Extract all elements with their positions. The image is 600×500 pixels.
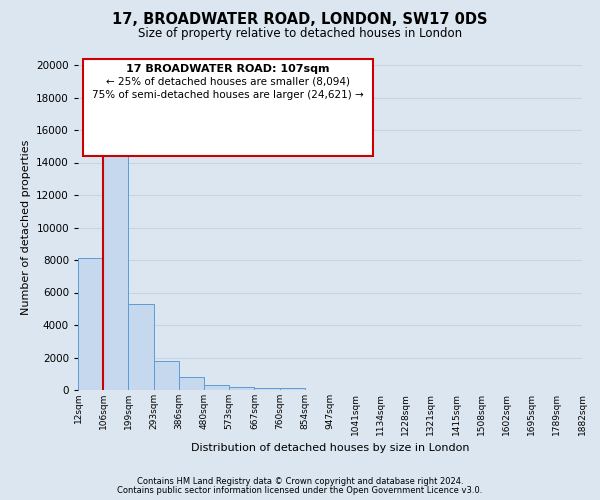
X-axis label: Distribution of detached houses by size in London: Distribution of detached houses by size … <box>191 443 469 453</box>
Bar <box>78 258 103 390</box>
Bar <box>154 361 179 390</box>
Text: 75% of semi-detached houses are larger (24,621) →: 75% of semi-detached houses are larger (… <box>92 90 364 100</box>
Bar <box>204 385 229 390</box>
Text: Contains HM Land Registry data © Crown copyright and database right 2024.: Contains HM Land Registry data © Crown c… <box>137 477 463 486</box>
Text: ← 25% of detached houses are smaller (8,094): ← 25% of detached houses are smaller (8,… <box>106 77 350 87</box>
Bar <box>280 388 305 390</box>
Text: Contains public sector information licensed under the Open Government Licence v3: Contains public sector information licen… <box>118 486 482 495</box>
Bar <box>103 120 128 390</box>
Text: 17 BROADWATER ROAD: 107sqm: 17 BROADWATER ROAD: 107sqm <box>126 64 329 74</box>
Text: 17, BROADWATER ROAD, LONDON, SW17 0DS: 17, BROADWATER ROAD, LONDON, SW17 0DS <box>112 12 488 28</box>
Bar <box>254 388 280 390</box>
Text: Size of property relative to detached houses in London: Size of property relative to detached ho… <box>138 28 462 40</box>
Bar <box>128 304 154 390</box>
Bar <box>229 387 254 390</box>
Y-axis label: Number of detached properties: Number of detached properties <box>20 140 31 315</box>
Bar <box>179 377 204 390</box>
